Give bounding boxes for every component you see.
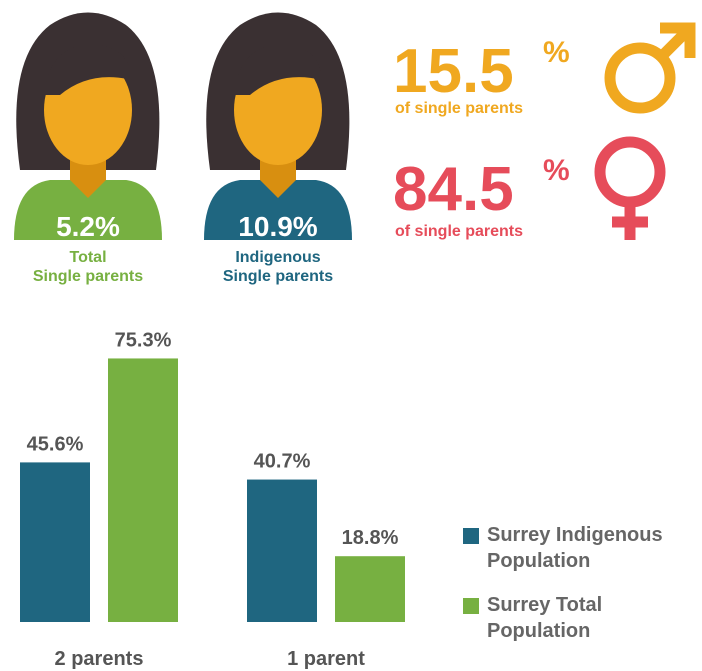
bar xyxy=(20,462,90,622)
category-label: 2 parents xyxy=(55,648,144,670)
bar xyxy=(335,556,405,622)
bar xyxy=(247,480,317,622)
legend-swatch xyxy=(463,528,479,544)
legend-label: Surrey Indigenous Population xyxy=(487,522,697,574)
avatar-label: Single parents xyxy=(223,268,333,285)
avatar-label: Single parents xyxy=(33,268,143,285)
infographic: 5.2% Total Single parents 10.9% Indigeno… xyxy=(0,0,702,671)
value-label: 40.7% xyxy=(254,451,311,473)
male-value: 15.5 xyxy=(393,37,514,106)
bar xyxy=(108,358,178,622)
value-label: 75.3% xyxy=(115,329,172,351)
avatar-label: Indigenous xyxy=(235,249,320,266)
legend-label: Surrey Total Population xyxy=(487,592,697,644)
category-label: 1 parent xyxy=(287,648,365,670)
avatar-value: 5.2% xyxy=(56,211,120,242)
female-value: 84.5 xyxy=(393,155,514,224)
legend-swatch xyxy=(463,598,479,614)
value-label: 45.6% xyxy=(27,433,84,455)
value-label: 18.8% xyxy=(342,527,399,549)
female-caption: of single parents xyxy=(395,223,523,240)
male-caption: of single parents xyxy=(395,100,523,117)
male-unit: % xyxy=(543,36,570,69)
male-symbol xyxy=(610,28,690,108)
avatar-total xyxy=(14,13,162,241)
female-unit: % xyxy=(543,154,570,187)
female-symbol xyxy=(600,142,660,240)
avatar-label: Total xyxy=(69,249,106,266)
avatar-indigenous xyxy=(204,13,352,241)
avatar-value: 10.9% xyxy=(238,211,317,242)
